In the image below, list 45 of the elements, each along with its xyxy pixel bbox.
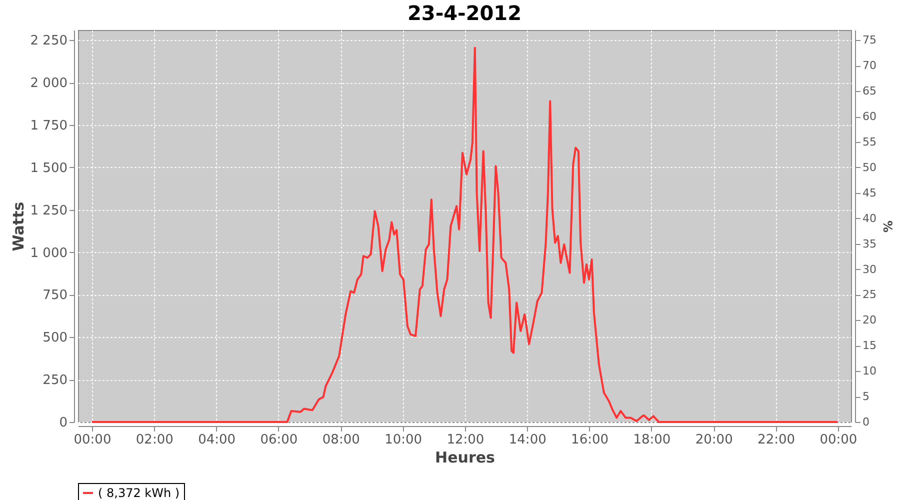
y2-tick-label: 65 (862, 84, 876, 98)
y2-tick-label: 70 (862, 59, 876, 72)
line-series (90, 46, 838, 423)
x-tick-label: 20:00 (695, 432, 733, 448)
y2-tick-label: 30 (862, 262, 876, 276)
y-tick-label: 1 250 (30, 203, 68, 218)
y2-tick-label: 50 (862, 160, 876, 174)
x-tick-label: 06:00 (260, 432, 298, 448)
x-tick-label: 14:00 (508, 432, 546, 448)
y2-tick-label: 10 (862, 364, 876, 378)
x-tick-label: 04:00 (198, 432, 236, 448)
y-tick-label: 1 500 (30, 160, 68, 176)
y-tick-label: 750 (42, 288, 68, 304)
x-tick-label: 12:00 (446, 432, 484, 448)
legend-label: ( 8,372 kWh ) (98, 486, 180, 500)
y2-axis-title: % (880, 220, 894, 233)
y2-tick-label: 60 (862, 110, 876, 124)
y-tick-label: 1 750 (30, 118, 68, 134)
y2-tick-label: 40 (862, 212, 876, 225)
y-tick-label: 1 000 (30, 246, 68, 261)
y2-tick-label: 20 (862, 314, 876, 327)
x-tick-label: 00:00 (820, 432, 858, 448)
y-tick-label: 500 (42, 330, 68, 346)
y2-tick-label: 25 (862, 288, 876, 302)
y2-tick-label: 5 (862, 390, 870, 404)
x-tick-label: 16:00 (571, 432, 609, 448)
x-tick-label: 22:00 (758, 432, 796, 448)
y-tick-label: 2 000 (30, 76, 68, 92)
y2-tick-label: 75 (862, 34, 876, 47)
chart-title: 23-4-2012 (407, 1, 522, 25)
y2-tick-label: 15 (862, 339, 876, 352)
y-tick-label: 0 (59, 416, 68, 430)
x-tick-label: 00:00 (74, 432, 112, 448)
y2-tick-label: 55 (862, 136, 876, 148)
x-tick-label: 10:00 (384, 432, 422, 448)
x-tick-label: 08:00 (322, 432, 360, 448)
y-tick-label: 250 (42, 373, 68, 388)
y-axis-title: Watts (9, 202, 28, 252)
x-tick-label: 02:00 (136, 432, 174, 448)
y2-tick-label: 0 (862, 416, 870, 428)
x-axis-title: Heures (435, 448, 496, 466)
y2-tick-label: 35 (862, 237, 876, 250)
x-tick-label: 18:00 (633, 432, 671, 448)
y2-tick-label: 45 (862, 186, 876, 200)
y-tick-label: 2 250 (30, 34, 68, 49)
